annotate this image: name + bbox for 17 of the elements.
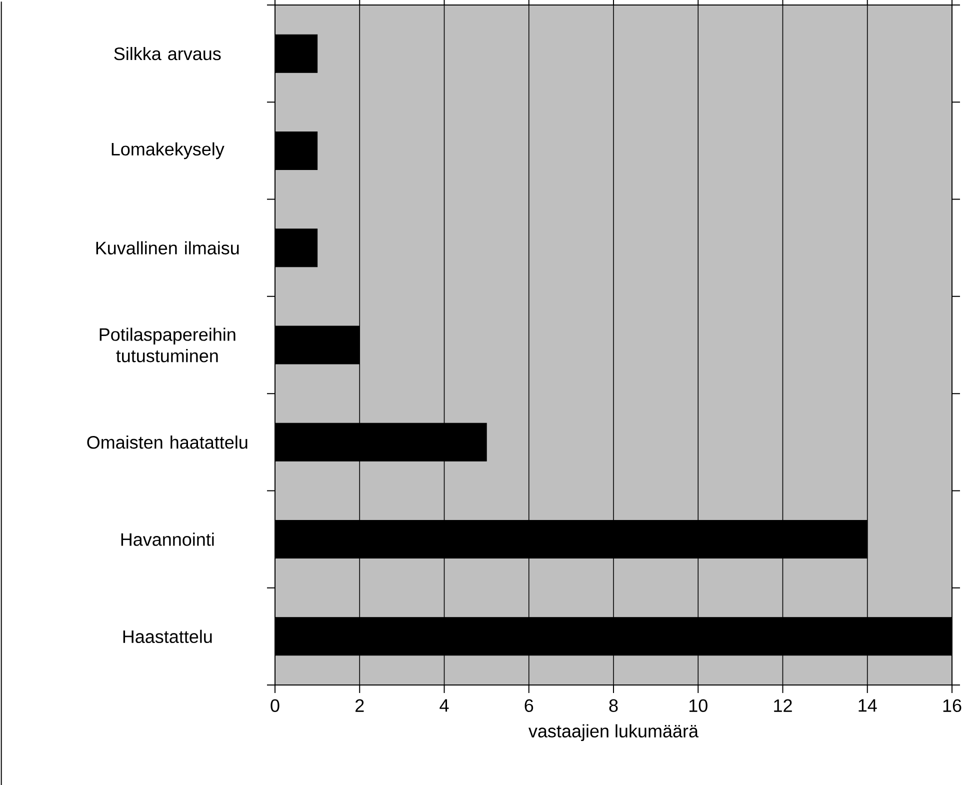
x-tick-label: 6: [524, 699, 534, 712]
y-tick-label: Havannointi: [121, 532, 214, 546]
y-tick-label: Haastattelu: [123, 630, 212, 644]
y-tick-label: Lomakekysely: [112, 142, 224, 160]
x-tick-label: 16: [943, 699, 962, 712]
y-tick-label: Kuvallinen ilmaisu: [96, 241, 239, 254]
y-tick-label: Omaisten haatattelu: [87, 436, 248, 449]
x-axis-title: vastaajien lukumäärä: [528, 724, 699, 742]
x-tick-label: 12: [774, 699, 792, 712]
x-tick-label: 2: [356, 699, 364, 712]
x-tick-label: 14: [858, 699, 877, 712]
y-tick-label: Potilaspapereihin tutustuminen: [100, 328, 236, 362]
y-tick-label: Silkka arvaus: [114, 46, 221, 60]
x-tick-label: 0: [270, 699, 280, 712]
x-tick-label: 4: [440, 699, 449, 712]
x-tick-label: 8: [609, 699, 618, 712]
x-tick-label: 10: [689, 699, 708, 712]
